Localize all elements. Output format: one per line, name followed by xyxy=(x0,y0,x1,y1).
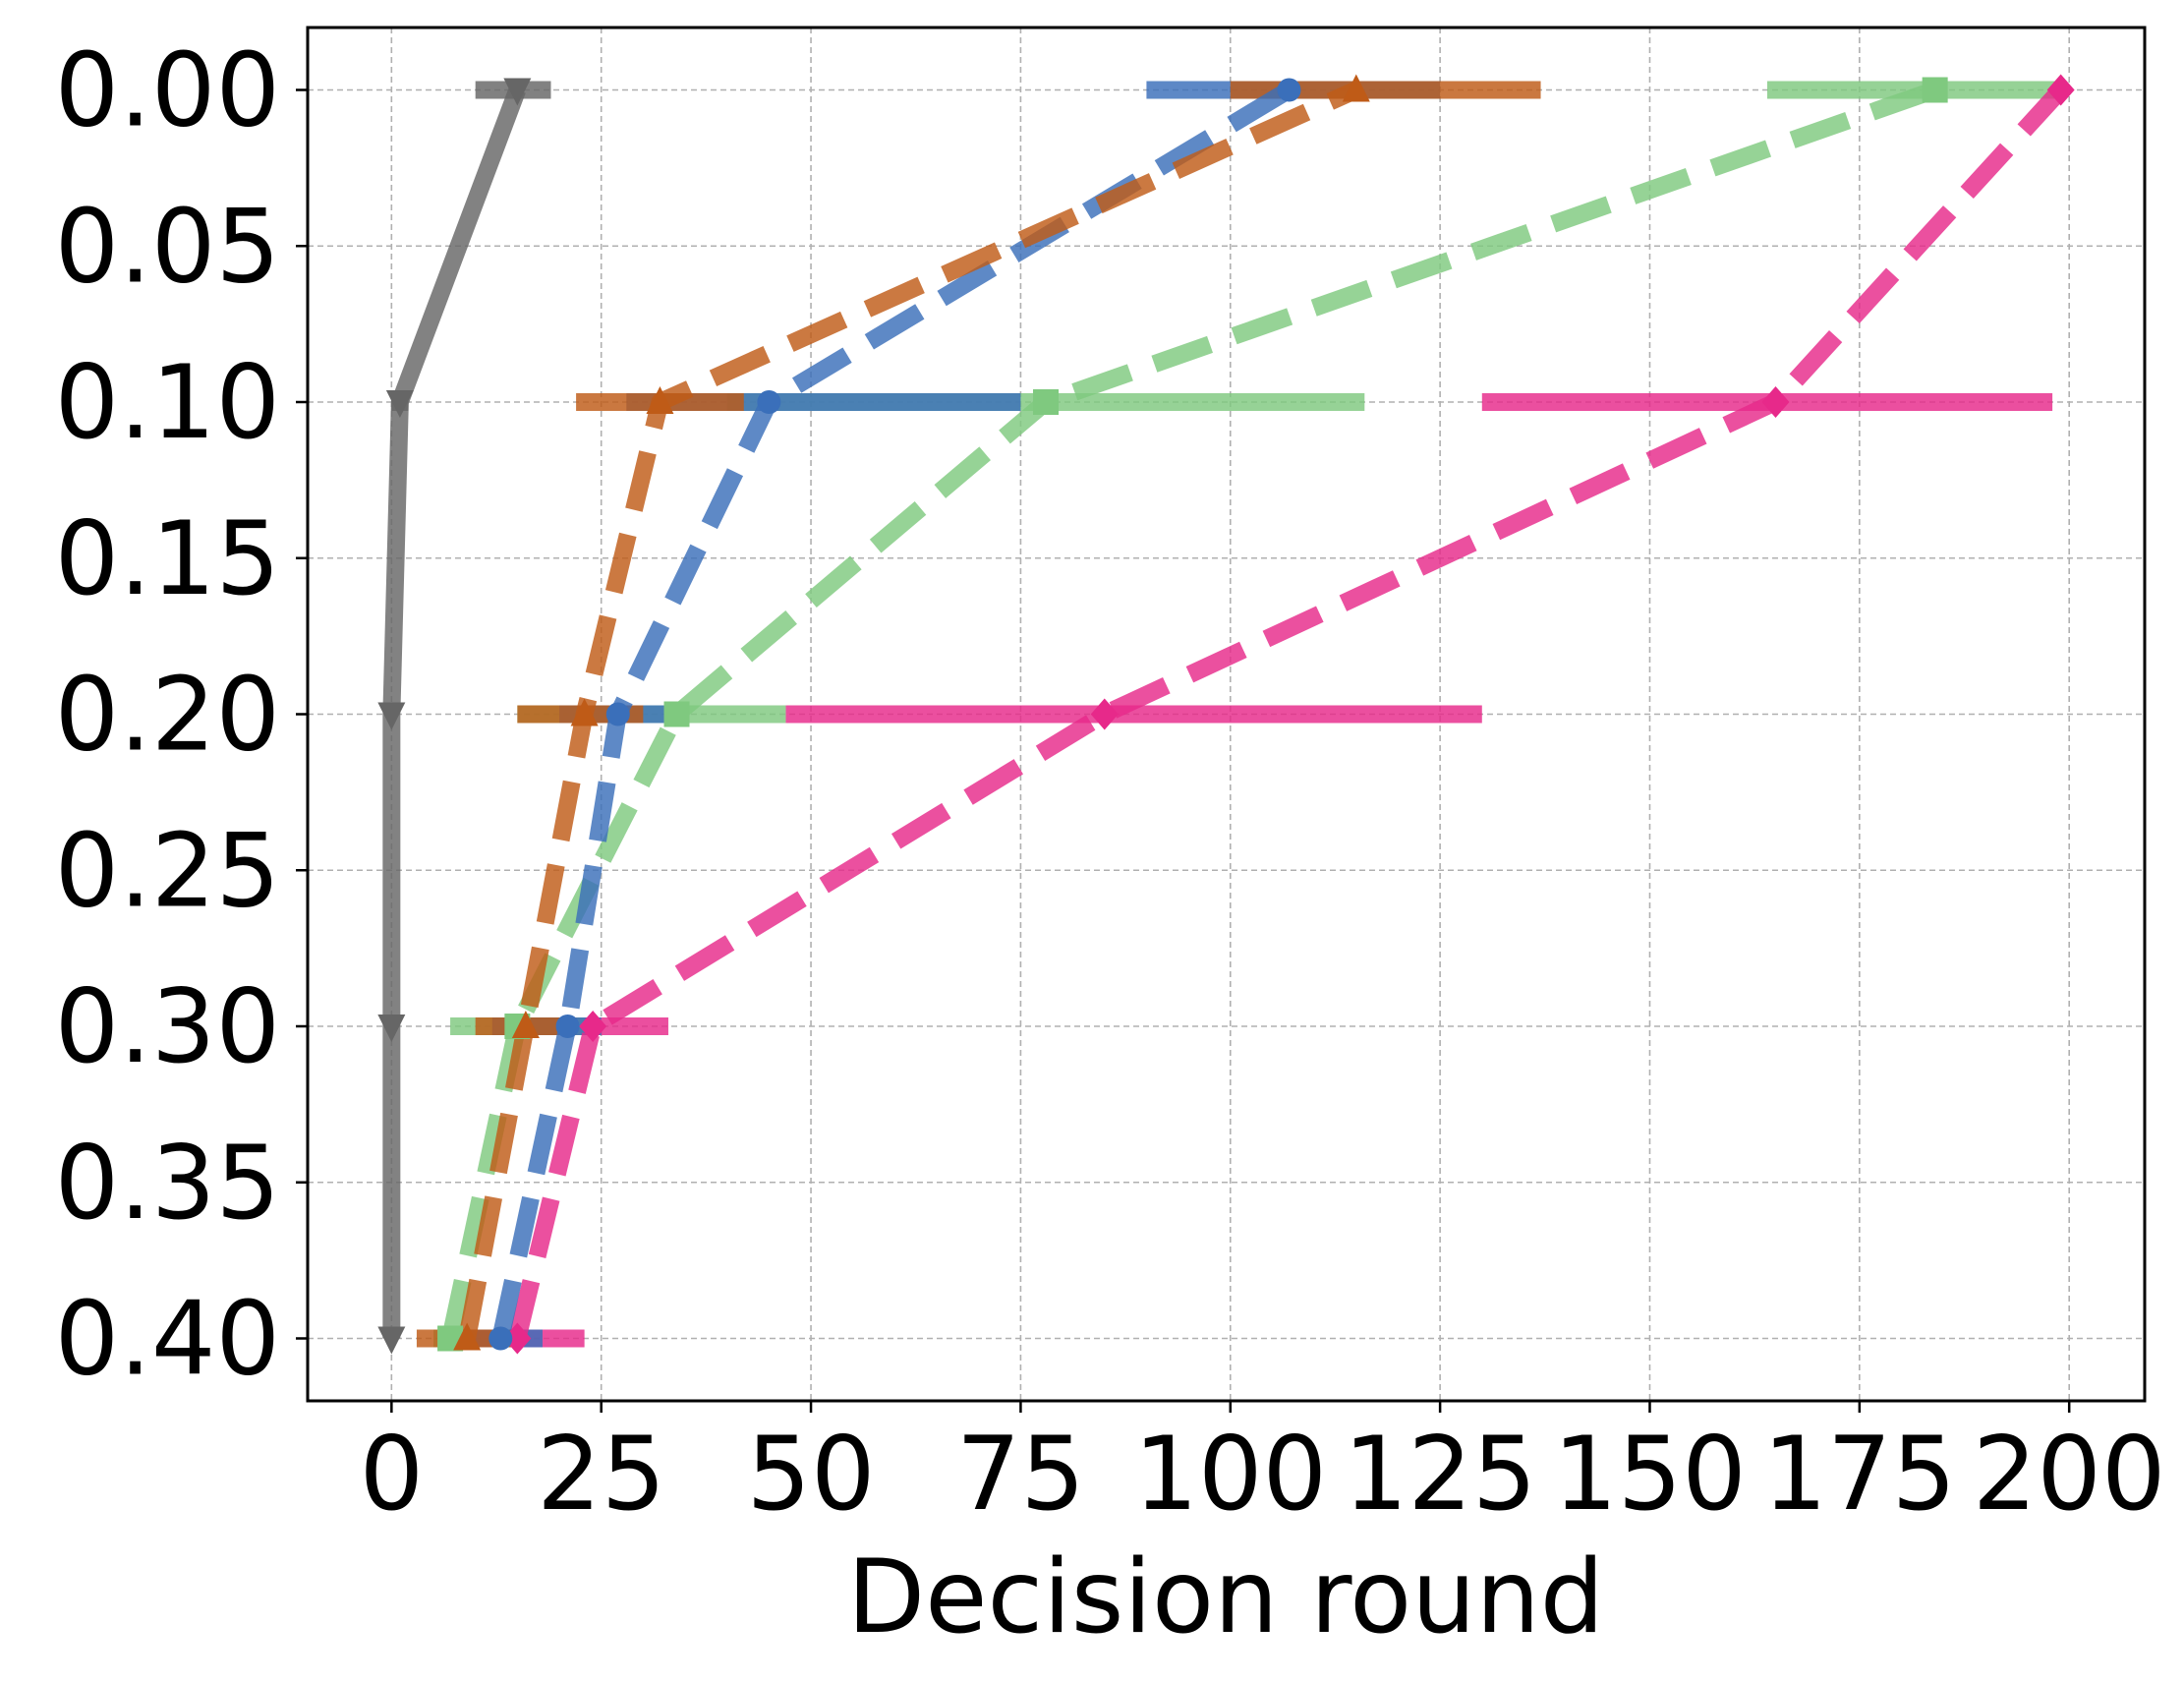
triangle-down-marker xyxy=(385,390,414,418)
x-tick-label: 200 xyxy=(1973,1416,2166,1534)
y-tick-label: 0.00 xyxy=(55,32,280,150)
triangle-down-marker xyxy=(377,702,406,730)
square-marker xyxy=(1922,77,1948,103)
markers-layer xyxy=(377,74,2075,1355)
triangle-down-marker xyxy=(503,78,532,106)
y-tick-label: 0.15 xyxy=(55,500,280,618)
square-marker xyxy=(1033,389,1060,415)
y-tick-label: 0.35 xyxy=(55,1125,280,1243)
diamond-marker xyxy=(1761,386,1790,418)
x-axis-label: Decision round xyxy=(847,1538,1604,1656)
y-tick-label: 0.40 xyxy=(55,1281,280,1399)
series-0-group xyxy=(508,84,2068,1341)
diamond-marker xyxy=(503,1322,532,1355)
circle-marker xyxy=(1277,78,1301,102)
diamond-marker xyxy=(2046,74,2075,106)
x-tick-label: 150 xyxy=(1553,1416,1747,1534)
y-tick-label: 0.20 xyxy=(55,657,280,775)
x-tick-label: 125 xyxy=(1344,1416,1537,1534)
series-line xyxy=(508,84,2068,1341)
circle-marker xyxy=(555,1015,580,1038)
x-tick-label: 100 xyxy=(1133,1416,1327,1534)
x-tick-label: 0 xyxy=(360,1416,425,1534)
y-tick-label: 0.25 xyxy=(55,812,280,930)
diamond-marker xyxy=(579,1011,607,1042)
x-tick-label: 50 xyxy=(747,1416,876,1534)
series-1-group xyxy=(441,82,1938,1341)
circle-marker xyxy=(605,702,630,726)
triangle-up-marker xyxy=(1342,74,1370,102)
circle-marker xyxy=(757,390,781,414)
triangle-up-marker xyxy=(511,1011,540,1038)
triangle-down-marker xyxy=(377,1015,406,1042)
triangle-down-marker xyxy=(377,1326,406,1355)
x-tick-label: 25 xyxy=(537,1416,665,1534)
x-tick-label: 175 xyxy=(1763,1416,1957,1534)
circle-marker xyxy=(489,1326,513,1351)
diamond-marker xyxy=(1090,698,1119,730)
x-axis-ticks: 0 25 50 75 100 125 150 175 200 xyxy=(360,1401,2166,1534)
triangle-up-marker xyxy=(570,698,599,726)
series-line xyxy=(441,82,1938,1341)
y-tick-label: 0.30 xyxy=(55,968,280,1086)
square-marker xyxy=(663,701,690,727)
x-tick-label: 75 xyxy=(956,1416,1085,1534)
triangle-up-marker xyxy=(646,386,674,414)
y-tick-label: 0.05 xyxy=(55,188,280,306)
triangle-up-marker xyxy=(453,1322,482,1351)
y-tick-label: 0.10 xyxy=(55,344,280,462)
y-axis-ticks: 0.00 0.05 0.10 0.15 0.20 0.25 0.30 0.35 0.40 xyxy=(55,32,308,1399)
